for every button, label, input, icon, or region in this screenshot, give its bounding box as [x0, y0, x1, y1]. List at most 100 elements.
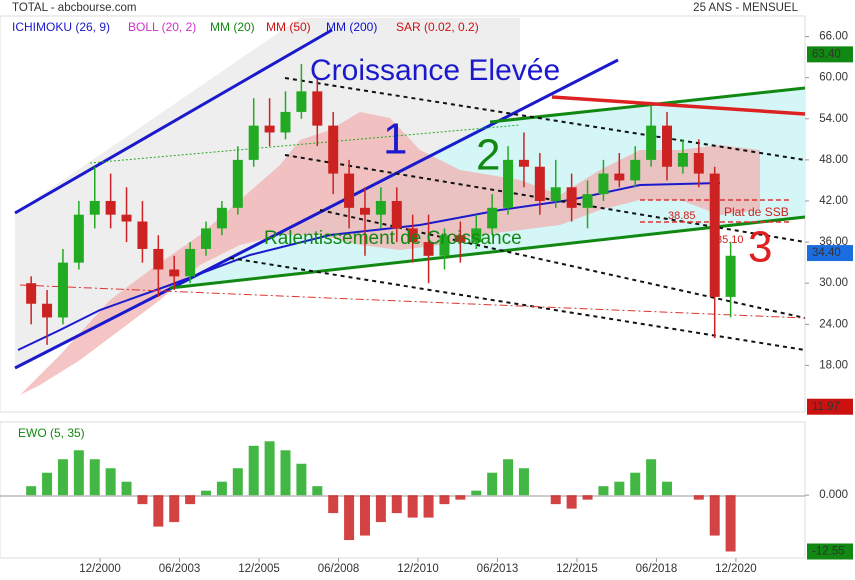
candle-body	[534, 166, 545, 201]
ewo-bar	[344, 495, 355, 541]
candle-body	[201, 228, 212, 249]
ewo-bar	[121, 481, 132, 496]
ewo-bar	[105, 468, 116, 496]
candle-body	[662, 125, 673, 167]
candle-body	[614, 173, 625, 181]
ewo-bar	[487, 472, 498, 496]
moving-average	[17, 182, 721, 351]
ewo-bar	[248, 445, 259, 496]
ewo-bar	[503, 459, 514, 496]
annotation: Ralentissement de Croissance	[264, 228, 522, 249]
source: TOTAL - abcbourse.com	[12, 2, 136, 14]
ewo-bar	[423, 495, 434, 518]
ewo-bar	[725, 495, 736, 552]
candle-body	[121, 214, 132, 222]
candle-body	[550, 187, 561, 201]
y-tick-label: 60.00	[819, 72, 848, 84]
trend-line	[551, 95, 806, 116]
candle-body	[630, 159, 641, 181]
candle-body	[407, 228, 418, 243]
candle-body	[455, 235, 466, 243]
trend-line	[229, 257, 806, 351]
ewo-bar	[328, 495, 339, 514]
candle-body	[169, 269, 180, 277]
ewo-bar	[630, 472, 641, 496]
y-tick-label: 66.00	[819, 31, 848, 43]
candle-body	[248, 125, 259, 160]
x-tick-label: 06/2008	[318, 563, 360, 575]
candle-body	[105, 200, 116, 215]
candles	[26, 63, 736, 345]
ewo-bar	[662, 481, 673, 496]
trend-line	[169, 215, 806, 290]
candle-body	[137, 221, 148, 249]
ewo-bar	[375, 495, 386, 523]
y-tick-label: 48.00	[819, 154, 848, 166]
ewo-bar	[709, 495, 720, 536]
ewo-bar	[455, 495, 466, 500]
candle-body	[693, 153, 704, 174]
x-tick-label: 12/2000	[79, 563, 121, 575]
candle-body	[264, 125, 275, 133]
ewo-title: EWO (5, 35)	[18, 426, 85, 440]
ewo-bar	[598, 486, 609, 496]
annotation: 38.85	[668, 210, 696, 222]
candle-body	[582, 194, 593, 208]
x-tick-label: 12/2005	[238, 563, 280, 575]
y-tick-label: 54.00	[819, 113, 848, 125]
ewo-bar	[89, 459, 100, 496]
ewo-bar	[518, 468, 529, 496]
candle-body	[328, 125, 339, 174]
candle-body	[26, 283, 37, 304]
x-tick-label: 06/2018	[636, 563, 678, 575]
x-tick-label: 12/2010	[397, 563, 439, 575]
candle-body	[566, 187, 577, 208]
ewo-bar	[57, 459, 68, 496]
value-tag-label: 63.40	[812, 48, 841, 60]
legend-entry: MM (200)	[326, 20, 377, 34]
trend-line	[14, 58, 619, 370]
ewo-bar	[407, 495, 418, 518]
axes: ICHIMOKU (26, 9) BOLL (20, 2) MM (20) MM (5…	[12, 20, 853, 575]
candle-body	[487, 207, 498, 229]
trend-line	[14, 28, 333, 215]
ewo-bar	[264, 441, 275, 496]
y-tick-label: 0.000	[819, 489, 848, 501]
ewo-bar	[201, 490, 212, 496]
y-tick-label: 42.00	[819, 195, 848, 207]
ewo-bar	[646, 459, 657, 496]
candle-body	[598, 173, 609, 195]
candle-body	[232, 159, 243, 208]
annotations: Croissance Elevée 1 2 3 Ralentissement de Cr…	[264, 54, 789, 272]
value-tag-label: 11.97	[812, 401, 840, 413]
candle-body	[677, 153, 688, 167]
trend-line	[19, 284, 806, 319]
legend-entry: MM (50)	[266, 20, 311, 34]
ewo-bar	[216, 481, 227, 496]
ewo-bar	[185, 495, 196, 505]
x-tick-label: 12/2020	[715, 563, 757, 575]
legend-entry: SAR (0.02, 0.2)	[396, 20, 479, 34]
candle-body	[89, 200, 100, 215]
ewo-bar	[312, 486, 323, 496]
annotation: 35.10	[716, 234, 744, 246]
y-tick-label: 24.00	[819, 318, 848, 330]
candle-body	[709, 173, 720, 297]
value-tag	[807, 46, 853, 63]
candle-body	[646, 125, 657, 160]
candle-body	[42, 303, 53, 318]
y-tick-label: 18.00	[819, 359, 848, 371]
candle-body	[185, 248, 196, 277]
candle-body	[471, 228, 482, 243]
candle-body	[216, 207, 227, 229]
annotation: Plat de SSB	[724, 205, 789, 219]
candle-body	[57, 262, 68, 318]
candle-body	[518, 159, 529, 167]
x-tick-label: 12/2015	[556, 563, 598, 575]
x-tick-label: 06/2003	[159, 563, 201, 575]
ewo-bar	[73, 450, 84, 496]
ewo-bar	[296, 463, 307, 496]
candle-body	[391, 200, 402, 229]
annotation: 1	[383, 115, 407, 164]
